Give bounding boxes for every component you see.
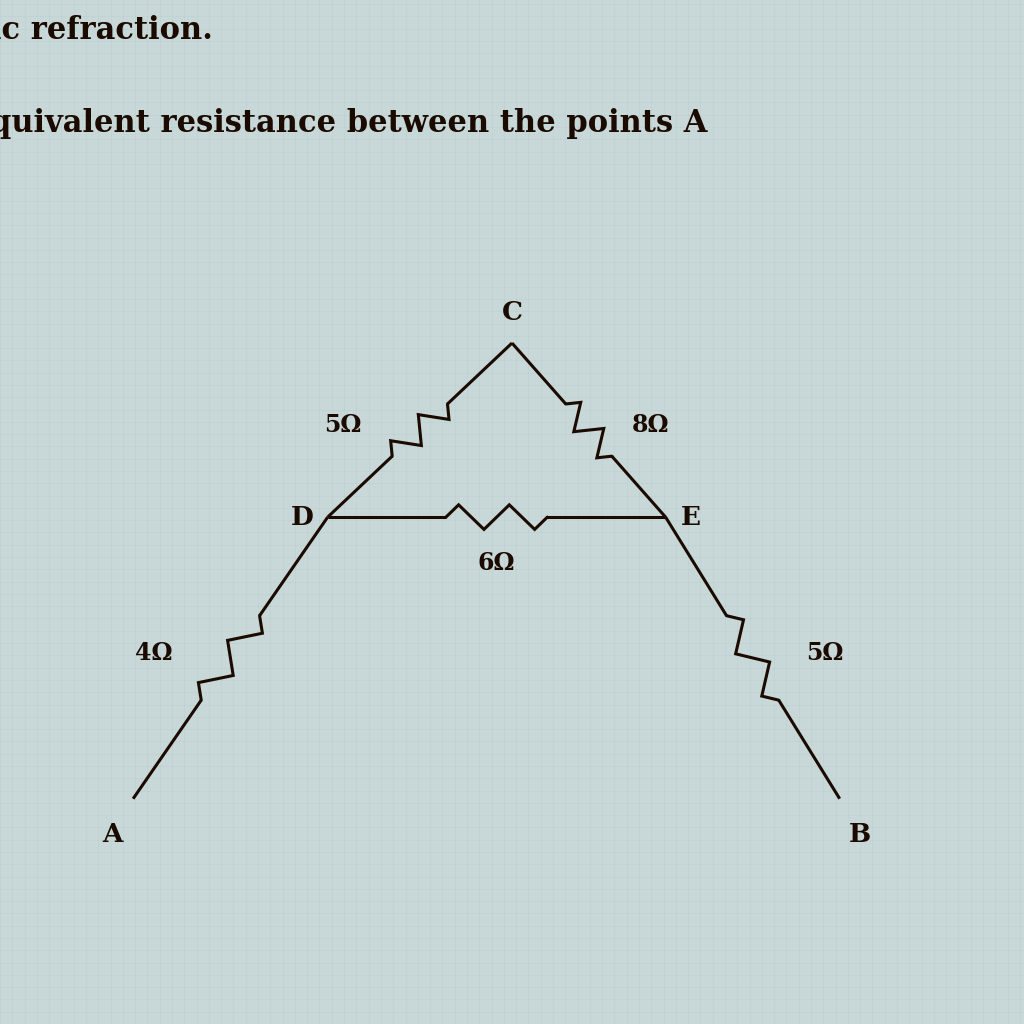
Text: 6Ω: 6Ω	[478, 551, 515, 575]
Text: B: B	[849, 822, 871, 847]
Text: 5Ω: 5Ω	[325, 413, 361, 437]
Text: quivalent resistance between the points A: quivalent resistance between the points …	[0, 108, 708, 138]
Text: 5Ω: 5Ω	[806, 641, 843, 665]
Text: ic refraction.: ic refraction.	[0, 15, 213, 46]
Text: D: D	[291, 505, 313, 529]
Text: E: E	[681, 505, 701, 529]
Text: A: A	[102, 822, 123, 847]
Text: 4Ω: 4Ω	[135, 641, 172, 665]
Text: C: C	[502, 300, 522, 325]
Text: 8Ω: 8Ω	[632, 413, 669, 437]
